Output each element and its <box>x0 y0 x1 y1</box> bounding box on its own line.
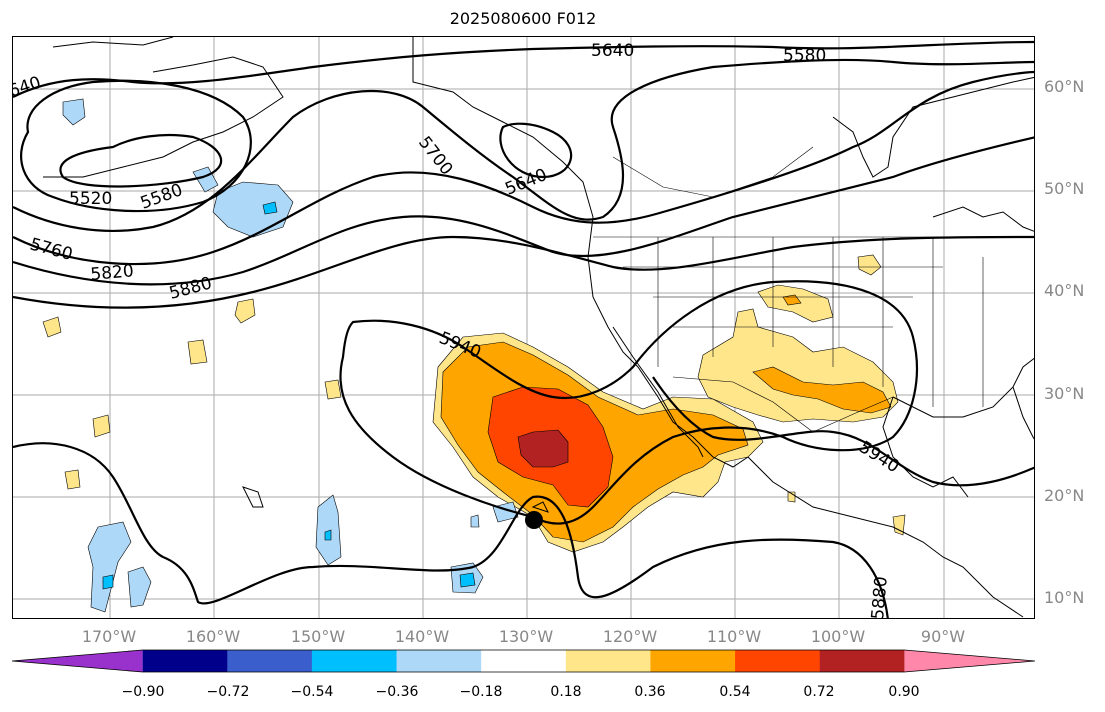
map-title: 2025080600 F012 <box>449 9 597 28</box>
location-marker <box>525 511 543 529</box>
colorbar-bin <box>396 650 482 672</box>
colorbar-extend-min <box>12 650 143 672</box>
shaded-anomaly-field <box>42 98 906 613</box>
contour-label: 5760 <box>28 235 75 266</box>
contour-label: 5520 <box>69 189 112 209</box>
contour-label: 640 <box>13 73 43 102</box>
map-panel: 5640 5580 640 5520 5580 5700 5640 5760 5… <box>12 36 1035 619</box>
colorbar-bin <box>227 650 313 672</box>
lat-label: 40°N <box>1044 281 1085 300</box>
colorbar-extend-max <box>904 650 1035 672</box>
lon-label: 130°W <box>498 627 554 646</box>
lon-label: 110°W <box>706 627 762 646</box>
contour-label: 5580 <box>783 46 826 66</box>
colorbar-tick: −0.18 <box>459 684 503 700</box>
lon-label: 160°W <box>185 627 241 646</box>
lon-label: 100°W <box>810 627 866 646</box>
lon-label: 140°W <box>394 627 450 646</box>
colorbar-tick: −0.72 <box>206 684 250 700</box>
lat-label: 10°N <box>1044 588 1085 607</box>
colorbar <box>0 648 1105 678</box>
contour-label: 5880 <box>167 273 214 304</box>
lat-label: 30°N <box>1044 384 1085 403</box>
colorbar-tick: 0.36 <box>634 684 666 700</box>
map-canvas: 5640 5580 640 5520 5580 5700 5640 5760 5… <box>13 37 1034 619</box>
colorbar-tick: −0.90 <box>121 684 165 700</box>
colorbar-tick: 0.90 <box>888 684 920 700</box>
lon-label: 170°W <box>81 627 137 646</box>
height-contours <box>13 40 1034 618</box>
colorbar-tick: 0.18 <box>550 684 582 700</box>
colorbar-tick: −0.54 <box>290 684 334 700</box>
colorbar-bin <box>819 650 905 672</box>
lon-label: 90°W <box>920 627 966 646</box>
colorbar-bin <box>311 650 398 672</box>
colorbar-tick: −0.36 <box>375 684 419 700</box>
contour-label: 5820 <box>90 261 135 285</box>
lon-label: 150°W <box>290 627 346 646</box>
lon-label: 120°W <box>602 627 658 646</box>
contour-label: 5640 <box>502 165 550 200</box>
colorbar-outline <box>11 649 1036 673</box>
colorbar-bin <box>481 650 567 672</box>
colorbar-bin <box>735 650 821 672</box>
lat-label: 50°N <box>1044 179 1085 198</box>
colorbar-bin <box>650 650 736 672</box>
colorbar-tick: 0.54 <box>719 684 751 700</box>
colorbar-graphic <box>11 649 1036 673</box>
contour-label: 5640 <box>591 41 634 61</box>
colorbar-tick: 0.72 <box>803 684 835 700</box>
colorbar-bin <box>565 650 651 672</box>
lat-label: 60°N <box>1044 77 1085 96</box>
lat-label: 20°N <box>1044 486 1085 505</box>
colorbar-bin <box>142 650 228 672</box>
contour-label: 5880 <box>868 576 892 619</box>
